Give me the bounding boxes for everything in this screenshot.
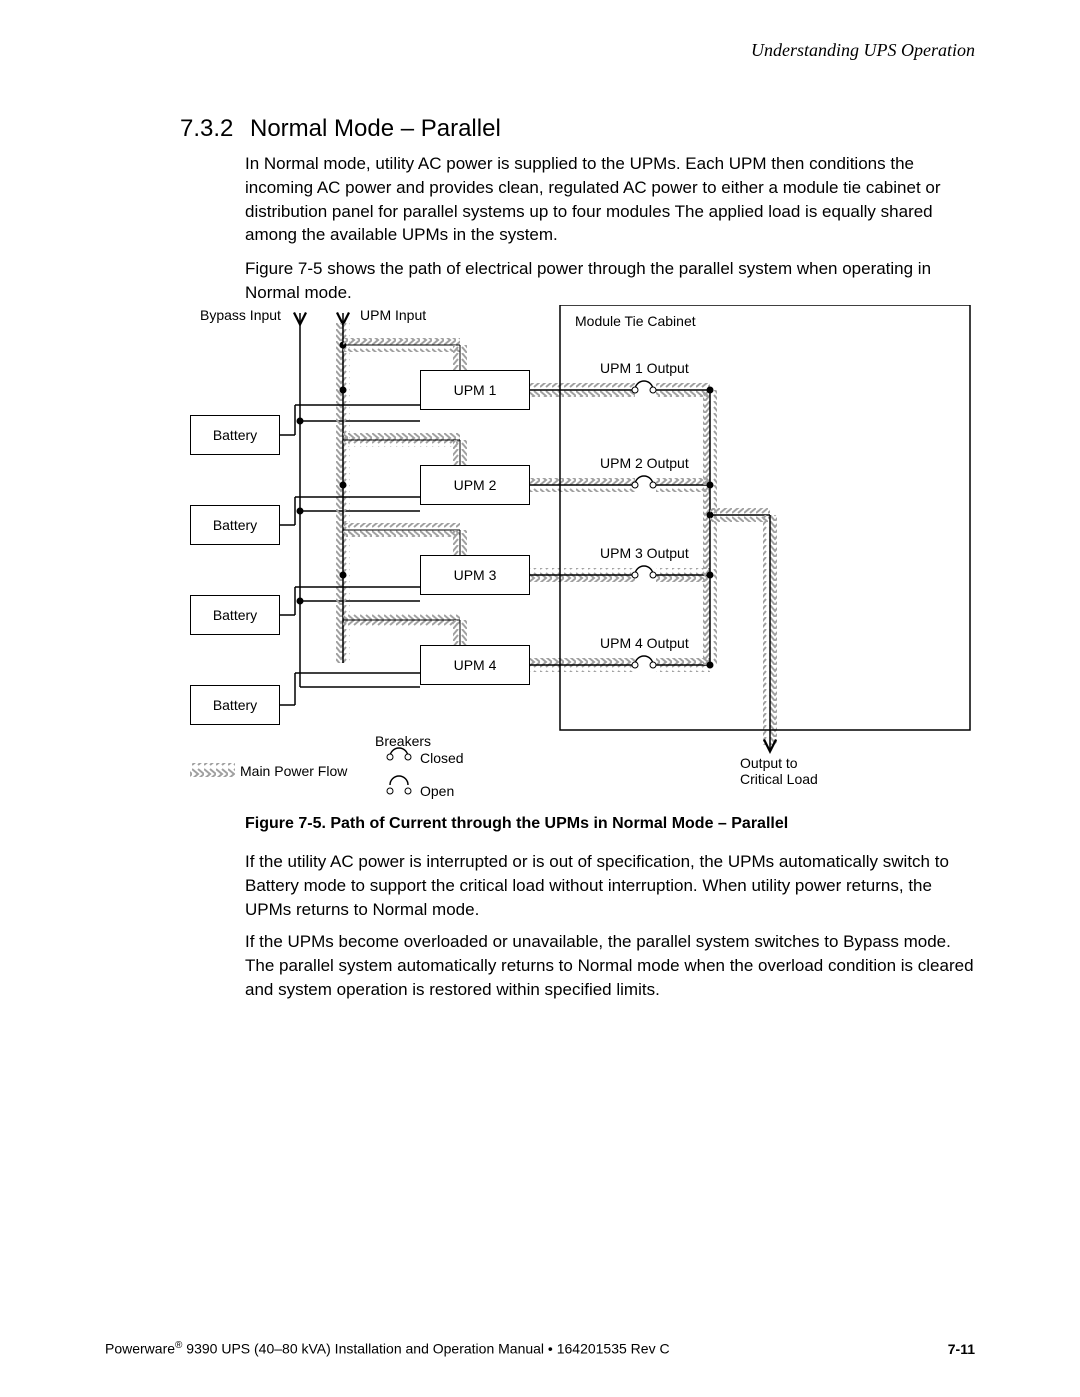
section-number: 7.3.2 [180, 115, 233, 143]
figure-diagram: Battery Battery Battery Battery UPM 1 UP… [180, 305, 980, 805]
battery-box-2: Battery [190, 505, 280, 545]
upm-input-label: UPM Input [360, 307, 426, 323]
footer-brand: Powerware [105, 1341, 175, 1357]
footer-left: Powerware® 9390 UPS (40–80 kVA) Installa… [105, 1340, 670, 1357]
paragraph-4: If the UPMs become overloaded or unavail… [245, 930, 975, 1001]
battery-label-4: Battery [213, 697, 257, 713]
page-number: 7-11 [948, 1341, 975, 1357]
upm-box-4: UPM 4 [420, 645, 530, 685]
footer-doc-info: 9390 UPS (40–80 kVA) Installation and Op… [182, 1341, 669, 1357]
battery-label-2: Battery [213, 517, 257, 533]
battery-box-3: Battery [190, 595, 280, 635]
output-label: Output to Critical Load [740, 755, 820, 787]
main-power-flow-label: Main Power Flow [240, 763, 347, 779]
closed-label: Closed [420, 750, 464, 766]
figure-caption: Figure 7-5. Path of Current through the … [245, 815, 980, 833]
upm2-label: UPM 2 [454, 477, 497, 493]
paragraph-2: Figure 7-5 shows the path of electrical … [245, 257, 975, 305]
paragraph-1: In Normal mode, utility AC power is supp… [245, 152, 975, 247]
upm4-label: UPM 4 [454, 657, 497, 673]
upm-box-1: UPM 1 [420, 370, 530, 410]
module-tie-label: Module Tie Cabinet [575, 313, 696, 329]
section-title: Normal Mode – Parallel [250, 115, 501, 143]
bypass-input-label: Bypass Input [200, 307, 281, 323]
running-header: Understanding UPS Operation [751, 40, 975, 61]
battery-label-3: Battery [213, 607, 257, 623]
battery-box-1: Battery [190, 415, 280, 455]
battery-box-4: Battery [190, 685, 280, 725]
upm3-label: UPM 3 [454, 567, 497, 583]
diagram-svg [180, 305, 980, 805]
upm2-output-label: UPM 2 Output [600, 455, 689, 471]
upm-box-2: UPM 2 [420, 465, 530, 505]
upm4-output-label: UPM 4 Output [600, 635, 689, 651]
upm-box-3: UPM 3 [420, 555, 530, 595]
upm3-output-label: UPM 3 Output [600, 545, 689, 561]
breakers-label: Breakers [375, 733, 431, 749]
battery-label-1: Battery [213, 427, 257, 443]
upm1-label: UPM 1 [454, 382, 497, 398]
paragraph-3: If the utility AC power is interrupted o… [245, 850, 975, 921]
upm1-output-label: UPM 1 Output [600, 360, 689, 376]
open-label: Open [420, 783, 454, 799]
